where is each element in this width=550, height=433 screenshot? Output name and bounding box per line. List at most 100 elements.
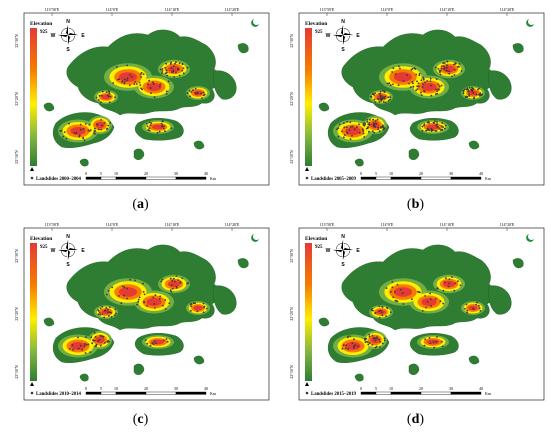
scale-tick-label: 10 [114,386,118,391]
elevation-max-label: 925 [315,30,323,35]
scale-tick-label: 10 [389,386,393,391]
landslide-legend-label: Landslides 2000–2004 [36,177,82,182]
landslide-legend: Landslides 2015–2019 [305,382,357,397]
latitude-tick-label: 22°10'N [14,365,19,378]
elevation-color-bar [30,243,37,381]
landslide-legend: Landslides 2000–2004 [30,167,82,182]
scale-tick-label: 20 [144,171,148,176]
map-panel-b: 113°50'E 114°0'E 114°10'E 114°20'E 22°30'N 22… [283,5,548,215]
map-panel-d: 113°50'E 114°0'E 114°10'E 114°20'E 22°30'N 22… [283,220,548,430]
compass-n-label: N [66,19,70,25]
longitude-tick-label: 114°10'E [165,7,180,12]
hong-kong-elevation-map: 113°50'E 114°0'E 114°10'E 114°20'E 22°30'N 22… [14,7,270,186]
scale-unit-label: Km [485,176,492,181]
scale-tick-label: 10 [114,171,118,176]
longitude-tick-label: 114°0'E [381,7,394,12]
hong-kong-elevation-map: 113°50'E 114°0'E 114°10'E 114°20'E 22°30'N 22… [289,222,545,401]
compass-n-label: N [66,234,70,240]
scale-tick-label: 20 [419,171,423,176]
landslide-points [336,60,484,141]
latitude-tick-label: 22°30'N [14,34,19,47]
moon-icon [526,234,534,242]
scale-tick-label: 0 [85,386,87,391]
caption-a: (a) [132,197,149,212]
compass-n-label: N [341,234,345,240]
elevation-color-bar [305,243,312,381]
elevation-legend-title: Elevation [305,21,327,27]
landslide-points [341,276,482,351]
landslide-points [59,61,206,142]
elevation-legend-title: Elevation [305,236,327,242]
map-panel-c: 113°50'E 114°0'E 114°10'E 114°20'E 22°30'N 22… [8,220,273,430]
latitude-tick-label: 22°10'N [289,150,294,163]
longitude-tick-label: 113°50'E [45,222,60,227]
scale-tick-label: 20 [419,386,423,391]
scale-tick-label: 30 [449,386,453,391]
elevation-bands [58,274,210,358]
moon-icon [251,19,259,27]
longitude-tick-label: 114°0'E [106,222,119,227]
landslide-legend: Landslides 2005–2009 [305,167,357,182]
compass-e-label: E [81,33,85,39]
compass-w-label: W [51,248,56,254]
longitude-tick-label: 114°0'E [381,222,394,227]
elevation-max-label: 925 [40,245,48,250]
latitude-tick-label: 22°20'N [14,307,19,320]
caption-c: (c) [132,412,149,427]
compass-rose-icon: N S E W [51,19,86,53]
triangle-marker-icon [305,167,309,171]
scale-tick-label: 0 [360,386,362,391]
compass-w-label: W [326,248,331,254]
landslide-points [68,275,208,354]
longitude-tick-label: 114°20'E [225,222,240,227]
elevation-legend: Elevation 925 [30,236,52,381]
longitude-tick-label: 114°20'E [225,7,240,12]
elevation-legend-title: Elevation [30,236,52,242]
triangle-marker-icon [30,167,34,171]
longitude-tick-label: 113°50'E [320,7,335,12]
scale-tick-label: 40 [204,171,208,176]
longitude-tick-label: 114°10'E [440,222,455,227]
scale-tick-label: 40 [204,386,208,391]
scale-tick-label: 40 [479,171,483,176]
landslide-legend-label: Landslides 2015–2019 [311,392,357,397]
scale-tick-label: 5 [375,386,377,391]
latitude-tick-label: 22°30'N [289,34,294,47]
triangle-marker-icon [30,382,34,386]
scale-unit-label: Km [210,391,217,396]
hong-kong-elevation-map: 113°50'E 114°0'E 114°10'E 114°20'E 22°30'N 22… [14,222,270,401]
latitude-tick-label: 22°30'N [14,249,19,262]
latitude-tick-label: 22°20'N [14,92,19,105]
longitude-tick-label: 114°20'E [500,7,515,12]
landslide-legend-label: Landslides 2010–2014 [36,392,82,397]
elevation-color-bar [305,28,312,166]
compass-w-label: W [326,33,331,39]
compass-rose-icon: N S E W [326,234,361,268]
elevation-color-bar [30,28,37,166]
longitude-tick-label: 114°10'E [165,222,180,227]
caption-b: (b) [406,197,425,212]
latitude-tick-label: 22°20'N [289,307,294,320]
scale-tick-label: 5 [375,171,377,176]
latitude-tick-label: 22°30'N [289,249,294,262]
scale-tick-label: 30 [174,171,178,176]
longitude-tick-label: 113°50'E [320,222,335,227]
longitude-tick-label: 114°10'E [440,7,455,12]
compass-s-label: S [341,262,345,268]
longitude-tick-label: 113°50'E [45,7,60,12]
elevation-legend: Elevation 925 [305,236,327,381]
elevation-legend: Elevation 925 [305,21,327,166]
moon-icon [251,234,259,242]
scale-tick-label: 30 [174,386,178,391]
scale-unit-label: Km [210,176,217,181]
compass-s-label: S [66,47,70,53]
latitude-tick-label: 22°10'N [14,150,19,163]
elevation-legend: Elevation 925 [30,21,52,166]
compass-rose-icon: N S E W [326,19,361,53]
latitude-tick-label: 22°10'N [289,365,294,378]
compass-e-label: E [356,33,360,39]
scale-tick-label: 0 [360,171,362,176]
